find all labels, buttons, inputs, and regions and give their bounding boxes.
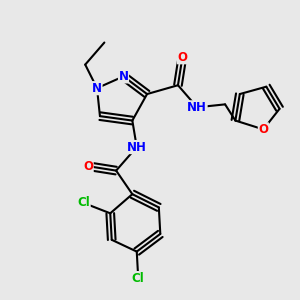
Text: O: O bbox=[258, 123, 268, 136]
Text: NH: NH bbox=[187, 101, 207, 114]
Text: NH: NH bbox=[127, 141, 147, 154]
Text: O: O bbox=[177, 51, 188, 64]
Text: N: N bbox=[118, 70, 128, 83]
Text: O: O bbox=[83, 160, 93, 173]
Text: Cl: Cl bbox=[77, 196, 90, 209]
Text: N: N bbox=[92, 82, 102, 95]
Text: Cl: Cl bbox=[132, 272, 145, 285]
